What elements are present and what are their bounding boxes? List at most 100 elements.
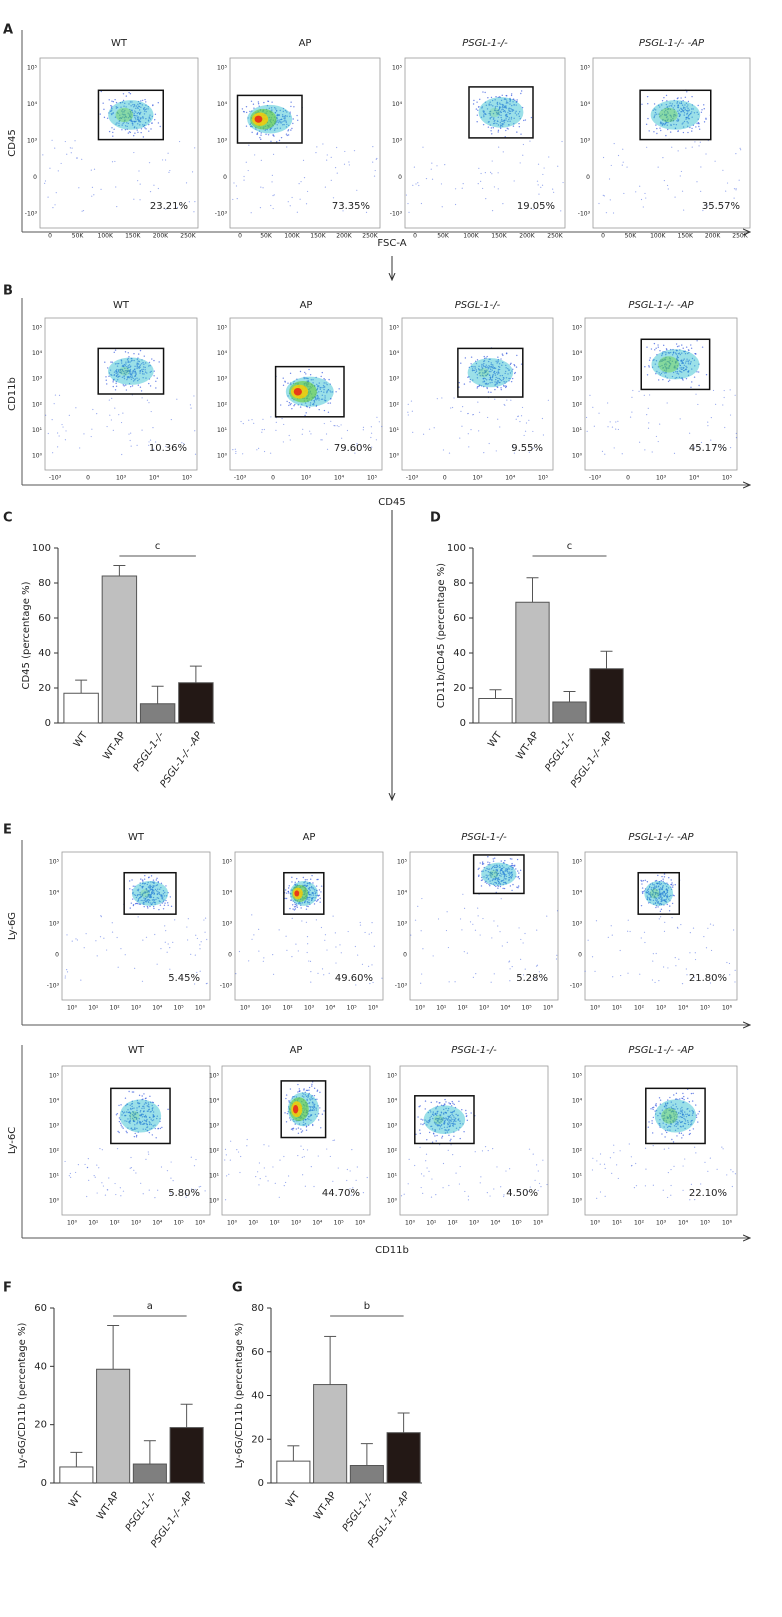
x-tick-label: 10¹ xyxy=(612,1005,623,1012)
x-tick-label: 250K xyxy=(547,233,563,240)
event-dot xyxy=(661,358,664,361)
event-dot xyxy=(474,371,477,374)
event-dot xyxy=(487,368,489,370)
event-dot xyxy=(260,186,262,188)
y-tick-label: 10⁴ xyxy=(387,1098,398,1105)
event-dot xyxy=(491,369,493,371)
event-dot xyxy=(488,442,490,445)
event-dot xyxy=(438,1102,440,1104)
event-dot xyxy=(131,121,134,123)
event-dot xyxy=(497,358,500,361)
event-dot xyxy=(136,902,139,905)
plot-frame xyxy=(234,851,384,1001)
event-dot xyxy=(325,399,327,402)
event-dot xyxy=(98,1167,100,1169)
gate-percent: 5.80% xyxy=(168,1188,200,1199)
event-dot xyxy=(137,379,139,382)
y-tick-label: 0 xyxy=(33,174,37,181)
y-tick-label: 10² xyxy=(572,1148,583,1155)
event-dot xyxy=(265,1175,267,1177)
event-dot xyxy=(487,416,489,419)
event-dot xyxy=(499,375,501,377)
event-dot xyxy=(691,368,693,370)
event-dot xyxy=(446,911,448,913)
event-dot xyxy=(302,1174,304,1176)
event-dot xyxy=(495,885,497,888)
event-dot xyxy=(442,1162,445,1165)
event-dot xyxy=(505,352,508,354)
event-dot xyxy=(533,447,535,449)
event-dot xyxy=(152,881,154,883)
event-dot xyxy=(176,206,179,209)
event-dot xyxy=(483,372,485,374)
event-dot xyxy=(484,91,486,94)
event-dot xyxy=(503,106,505,109)
event-dot xyxy=(130,376,133,378)
event-dot xyxy=(676,371,679,373)
event-dot xyxy=(673,111,676,113)
event-dot xyxy=(663,179,665,182)
event-dot xyxy=(477,868,479,870)
event-dot xyxy=(275,429,277,432)
density-blob xyxy=(115,107,134,123)
event-dot xyxy=(134,118,137,120)
event-dot xyxy=(140,899,142,902)
event-dot xyxy=(108,112,110,114)
event-dot xyxy=(317,385,319,387)
event-dot xyxy=(140,878,142,880)
event-dot xyxy=(469,378,472,381)
event-dot xyxy=(311,899,313,902)
event-dot xyxy=(694,952,696,954)
event-dot xyxy=(448,1184,450,1187)
event-dot xyxy=(607,936,609,938)
event-dot xyxy=(136,118,139,121)
event-dot xyxy=(144,122,147,124)
event-dot xyxy=(518,115,521,118)
event-dot xyxy=(170,905,173,908)
event-dot xyxy=(414,919,417,921)
event-dot xyxy=(149,889,151,892)
event-dot xyxy=(342,210,344,212)
event-dot xyxy=(505,107,508,109)
event-dot xyxy=(546,915,548,917)
event-dot xyxy=(653,115,656,118)
y-tick-label: 10³ xyxy=(49,1123,60,1130)
event-dot xyxy=(627,972,629,974)
y-tick-label: 10³ xyxy=(392,138,403,145)
event-dot xyxy=(264,129,266,132)
event-dot xyxy=(128,382,131,385)
event-dot xyxy=(502,123,505,125)
event-dot xyxy=(326,1148,328,1150)
event-dot xyxy=(316,388,318,391)
event-dot xyxy=(700,441,703,444)
event-dot xyxy=(324,386,326,388)
event-dot xyxy=(110,110,112,112)
event-dot xyxy=(652,953,654,955)
event-dot xyxy=(323,382,325,384)
event-dot xyxy=(670,116,673,118)
event-dot xyxy=(485,374,487,377)
event-dot xyxy=(499,127,502,130)
event-dot xyxy=(666,360,669,363)
event-dot xyxy=(511,864,513,867)
event-dot xyxy=(691,146,693,148)
event-dot xyxy=(147,1151,149,1153)
event-dot xyxy=(44,180,47,182)
event-dot xyxy=(660,360,662,363)
event-dot xyxy=(493,371,495,374)
event-dot xyxy=(698,145,700,147)
event-dot xyxy=(297,1132,300,1134)
event-dot xyxy=(193,211,195,213)
event-dot xyxy=(700,166,702,168)
event-dot xyxy=(313,401,316,403)
event-dot xyxy=(470,356,473,358)
event-dot xyxy=(120,1122,122,1125)
event-dot xyxy=(672,1141,675,1143)
event-dot xyxy=(116,371,119,373)
event-dot xyxy=(133,379,136,381)
event-dot xyxy=(154,885,156,887)
event-dot xyxy=(294,903,296,906)
x-tick-label: 10¹ xyxy=(436,1005,447,1012)
y-tick-label: 10⁴ xyxy=(209,1098,220,1105)
event-dot xyxy=(651,1132,654,1134)
